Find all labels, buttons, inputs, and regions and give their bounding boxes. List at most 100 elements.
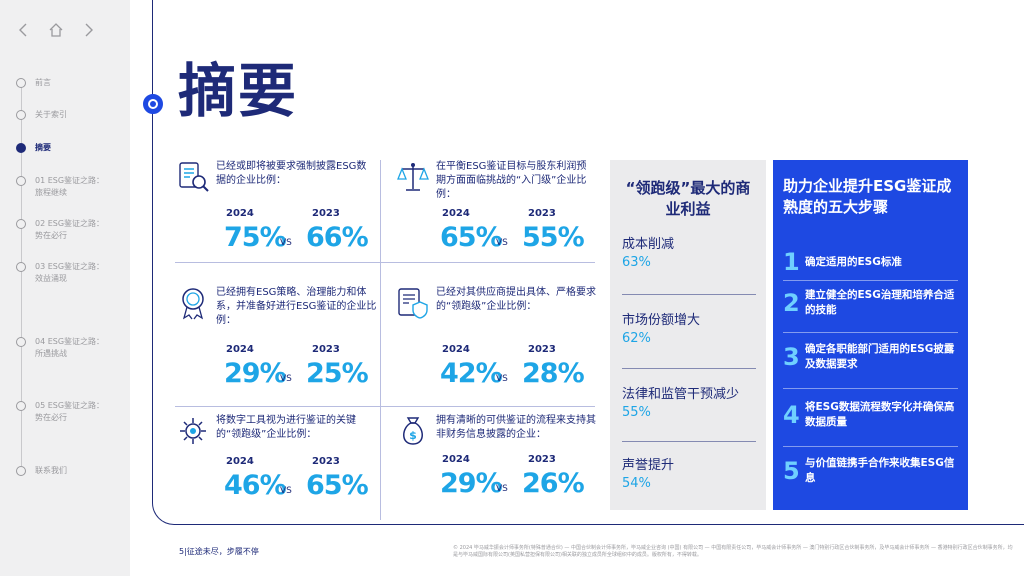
nav-item-chapter-05[interactable]: 05 ESG鉴证之路： 势在必行 [16, 400, 115, 424]
benefit-label: 成本削减 [622, 237, 675, 252]
nav-item-about-index[interactable]: 关于索引 [16, 109, 115, 121]
page-title: 摘要 [178, 57, 299, 125]
benefit-item: 成本削减 63% [622, 236, 752, 272]
benefit-divider [622, 368, 756, 369]
vs-label: VS [280, 374, 292, 384]
benefit-pct: 62% [622, 331, 651, 346]
step-item: 2 建立健全的ESG治理和培养合适的技能 [783, 288, 961, 318]
scales-icon [396, 160, 430, 194]
stat-years: 2024 2023 [220, 456, 380, 468]
year-previous: 2023 [528, 344, 556, 355]
stat-description: 已经或即将被要求强制披露ESG数据的企业比例： [216, 161, 367, 186]
stat-values: 75% VS 66% [218, 222, 388, 256]
year-previous: 2023 [528, 208, 556, 219]
benefit-pct: 63% [622, 255, 651, 270]
stat-balance-challenge: 在平衡ESG鉴证目标与股东利润预期方面面临挑战的“入门级”企业比例： 2024 2… [396, 160, 606, 260]
step-divider [783, 280, 958, 281]
vs-label: VS [496, 374, 508, 384]
value-previous: 65% [306, 470, 369, 501]
step-divider [783, 446, 958, 447]
digital-gear-icon [176, 414, 210, 448]
stat-digital-tools: 将数字工具视为进行鉴证的关键的“领跑级”企业比例： 2024 2023 46% VS… [176, 414, 386, 514]
sidebar: 前言 关于索引 摘要 01 ESG鉴证之路： 旅程继续 02 ESG鉴证之路： … [0, 0, 130, 576]
stat-years: 2024 2023 [440, 344, 600, 356]
nav-dot [16, 219, 26, 229]
home-icon[interactable] [48, 22, 64, 38]
step-number: 2 [783, 289, 800, 317]
vs-label: VS [280, 486, 292, 496]
benefit-label: 市场份额增大 [622, 313, 701, 328]
year-current: 2024 [226, 344, 254, 355]
grid-divider [380, 160, 381, 520]
stat-values: 46% VS 65% [218, 470, 388, 504]
nav-item-contact[interactable]: 联系我们 [16, 465, 115, 477]
nav-dot [16, 110, 26, 120]
page-number: 5 [179, 547, 185, 556]
nav-item-label: 02 ESG鉴证之路： 势在必行 [35, 219, 105, 240]
step-item: 3 确定各职能部门适用的ESG披露及数据要求 [783, 342, 961, 372]
benefits-title: “领跑级”最大的商业利益 [625, 179, 751, 218]
stat-years: 2024 2023 [440, 208, 600, 220]
nav-item-summary[interactable]: 摘要 [16, 142, 115, 154]
step-item: 4 将ESG数据流程数字化并确保高数据质量 [783, 400, 961, 430]
stat-supplier-requirements: 已经对其供应商提出具体、严格要求的“领跑级”企业比例： 2024 2023 42%… [396, 286, 606, 396]
benefit-item: 声誉提升 54% [622, 457, 752, 493]
footer-tagline: 5|征途未尽，步履不停 [179, 547, 259, 556]
nav-item-label: 联系我们 [35, 466, 67, 475]
nav-dot [16, 143, 26, 153]
benefit-item: 市场份额增大 62% [622, 312, 752, 348]
benefits-panel: “领跑级”最大的商业利益 成本削减 63% 市场份额增大 62% 法律和监管干预减少… [610, 160, 766, 510]
nav-item-chapter-01[interactable]: 01 ESG鉴证之路： 旅程继续 [16, 175, 115, 199]
benefit-pct: 54% [622, 476, 651, 491]
grid-divider [175, 406, 595, 407]
step-divider [783, 332, 958, 333]
stat-description: 在平衡ESG鉴证目标与股东利润预期方面面临挑战的“入门级”企业比例： [436, 161, 587, 200]
benefit-label: 法律和监管干预减少 [622, 387, 740, 402]
value-previous: 55% [522, 222, 585, 253]
steps-title: 助力企业提升ESG鉴证成熟度的五大步骤 [783, 177, 952, 216]
money-bag-icon: $ [396, 414, 430, 448]
value-previous: 26% [522, 468, 585, 499]
benefit-label: 声誉提升 [622, 458, 675, 473]
steps-panel: 助力企业提升ESG鉴证成熟度的五大步骤 1 确定适用的ESG标准 2 建立健全的ES… [773, 160, 968, 510]
step-text: 确定各职能部门适用的ESG披露及数据要求 [805, 343, 955, 370]
vs-label: VS [496, 484, 508, 494]
year-current: 2024 [226, 208, 254, 219]
benefit-divider [622, 294, 756, 295]
section-nav: 前言 关于索引 摘要 01 ESG鉴证之路： 旅程继续 02 ESG鉴证之路： … [0, 0, 130, 576]
stat-clear-processes: $ 拥有清晰的可供鉴证的流程来支持其非财务信息披露的企业： 2024 2023 2… [396, 414, 606, 514]
stat-description: 将数字工具视为进行鉴证的关键的“领跑级”企业比例： [216, 415, 356, 440]
stat-ready-for-assurance: 已经拥有ESG策略、治理能力和体系，并准备好进行ESG鉴证的企业比例： 2024… [176, 286, 386, 396]
value-previous: 66% [306, 222, 369, 253]
value-current: 46% [224, 470, 287, 501]
document-shield-icon [396, 286, 430, 320]
stat-years: 2024 2023 [440, 454, 600, 466]
footer-copyright: © 2024 毕马威华振会计师事务所(特殊普通合伙) — 中国合伙制会计师事务所… [453, 545, 1013, 558]
title-marker-icon [143, 94, 163, 114]
step-item: 1 确定适用的ESG标准 [783, 248, 961, 276]
nav-item-preface[interactable]: 前言 [16, 77, 115, 89]
year-previous: 2023 [312, 208, 340, 219]
chevron-left-icon[interactable] [16, 22, 32, 38]
chevron-right-icon[interactable] [80, 22, 96, 38]
nav-dot [16, 337, 26, 347]
step-number: 4 [783, 401, 800, 429]
nav-item-chapter-04[interactable]: 04 ESG鉴证之路： 所遇挑战 [16, 336, 115, 360]
value-previous: 28% [522, 358, 585, 389]
value-previous: 25% [306, 358, 369, 389]
nav-item-chapter-03[interactable]: 03 ESG鉴证之路： 效益涌现 [16, 261, 115, 285]
year-current: 2024 [226, 456, 254, 467]
svg-text:$: $ [409, 429, 417, 442]
year-current: 2024 [442, 208, 470, 219]
stat-description: 已经对其供应商提出具体、严格要求的“领跑级”企业比例： [436, 287, 596, 312]
stat-values: 29% VS 25% [218, 358, 388, 392]
nav-item-chapter-02[interactable]: 02 ESG鉴证之路： 势在必行 [16, 218, 115, 242]
step-number: 1 [783, 248, 800, 276]
nav-dot [16, 401, 26, 411]
vs-label: VS [280, 238, 292, 248]
step-number: 5 [783, 457, 800, 485]
award-badge-icon [176, 286, 210, 320]
year-previous: 2023 [312, 344, 340, 355]
year-previous: 2023 [528, 454, 556, 465]
stat-values: 42% VS 28% [438, 358, 608, 392]
